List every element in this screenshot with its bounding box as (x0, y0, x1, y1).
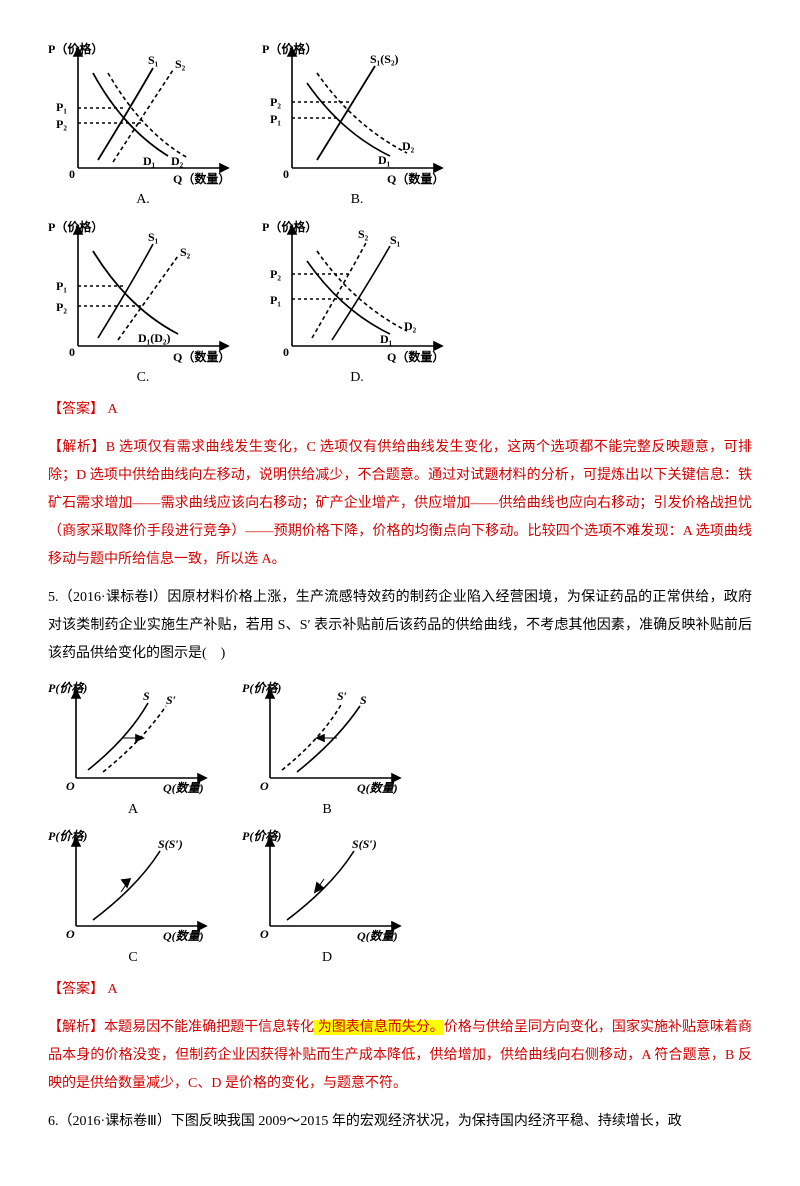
panel-a: P（价格） Q（数量） 0 P₁ P₂ S₁ S₂ D₁ D₂ A. (48, 38, 238, 208)
answer5-line: 【答案】 A (48, 976, 752, 1004)
p1d: P₁ (270, 293, 281, 307)
chart-b: P（价格） Q（数量） 0 P₂ P₁ S₁(S₂) D₁ D₂ (262, 38, 452, 188)
q5-label-c: C (128, 950, 137, 966)
chart-a: P（价格） Q（数量） 0 P₁ P₂ S₁ S₂ D₁ D₂ (48, 38, 238, 188)
s1d: S₁ (390, 233, 401, 247)
d1: D₁ (143, 154, 156, 168)
q5-label-d: D (322, 950, 332, 966)
panel-label-c: C. (137, 370, 150, 386)
q5-label-b: B (322, 802, 331, 818)
p2b: P₂ (270, 95, 281, 109)
q5b-ylab: P(价格) (242, 681, 281, 695)
panel-label-d: D. (350, 370, 364, 386)
answer4-value: A (108, 402, 118, 417)
figure-set-1: P（价格） Q（数量） 0 P₁ P₂ S₁ S₂ D₁ D₂ A. (48, 38, 752, 386)
q5b-origin: O (260, 779, 269, 793)
y-axis-label: P（价格） (48, 41, 103, 56)
explain5: 【解析】本题易因不能准确把题干信息转化 为图表信息而失分。价格与供给呈同方向变化… (48, 1014, 752, 1098)
q5d-xlab: Q(数量) (357, 929, 398, 943)
q5c-origin: O (66, 927, 75, 941)
q5c-ylab: P(价格) (48, 829, 87, 843)
answer5-label: 【答案】 (48, 982, 104, 997)
x-axis-label: Q（数量） (173, 349, 230, 364)
panel-b: P（价格） Q（数量） 0 P₂ P₁ S₁(S₂) D₁ D₂ B. (262, 38, 452, 208)
figure-row-3: P(价格) Q(数量) O S S′ A (48, 678, 752, 818)
q5d-origin: O (260, 927, 269, 941)
q5a-s: S (143, 689, 150, 703)
p1c: P₁ (56, 279, 67, 293)
chart-d: P（价格） Q（数量） 0 P₂ P₁ S₁ S₂ D₁ D₂ (262, 216, 452, 366)
q5-chart-c: P(价格) Q(数量) O S(S′) (48, 826, 218, 946)
panel-label-b: B. (351, 192, 364, 208)
figure-set-2: P(价格) Q(数量) O S S′ A (48, 678, 752, 966)
panel-label-a: A. (136, 192, 150, 208)
d2: D₂ (171, 154, 184, 168)
p1: P₁ (56, 100, 67, 114)
d1d2: D₁(D₂) (138, 331, 171, 345)
d1b: D₁ (378, 153, 391, 167)
s2c: S₂ (180, 245, 191, 259)
q5a-origin: O (66, 779, 75, 793)
q5c-ssp: S(S′) (158, 837, 183, 851)
answer4-line: 【答案】 A (48, 396, 752, 424)
x-axis-label: Q（数量） (387, 349, 444, 364)
q5-stem: 5.（2016·课标卷Ⅰ）因原材料价格上涨，生产流感特效药的制药企业陷入经营困境… (48, 584, 752, 668)
q5-chart-b: P(价格) Q(数量) O S′ S (242, 678, 412, 798)
s1: S₁ (148, 53, 159, 67)
q5a-xlab: Q(数量) (163, 781, 204, 795)
panel-c: P（价格） Q（数量） 0 P₁ P₂ S₁ S₂ D₁(D₂) C. (48, 216, 238, 386)
q5-label-a: A (128, 802, 138, 818)
x-axis-label: Q（数量） (387, 171, 444, 186)
explain5-text-a: 本题易因不能准确把题干信息转化 (104, 1020, 314, 1035)
explain4: 【解析】B 选项仅有需求曲线发生变化，C 选项仅有供给曲线发生变化，这两个选项都… (48, 434, 752, 574)
p2: P₂ (56, 117, 67, 131)
q5-chart-a: P(价格) Q(数量) O S S′ (48, 678, 218, 798)
origin: 0 (69, 345, 75, 359)
figure-row-2: P（价格） Q（数量） 0 P₁ P₂ S₁ S₂ D₁(D₂) C. (48, 216, 752, 386)
q5a-sp: S′ (166, 693, 176, 707)
origin: 0 (283, 167, 289, 181)
figure-row-1: P（价格） Q（数量） 0 P₁ P₂ S₁ S₂ D₁ D₂ A. (48, 38, 752, 208)
s2d: S₂ (358, 227, 369, 241)
x-axis-label: Q（数量） (173, 171, 230, 186)
p1b: P₁ (270, 112, 281, 126)
y-axis-label: P（价格） (262, 219, 317, 234)
y-axis-label: P（价格） (262, 41, 317, 56)
explain4-label: 【解析】 (48, 440, 106, 455)
explain5-label: 【解析】 (48, 1020, 104, 1035)
chart-c: P（价格） Q（数量） 0 P₁ P₂ S₁ S₂ D₁(D₂) (48, 216, 238, 366)
s2: S₂ (175, 57, 186, 71)
q5-panel-c: P(价格) Q(数量) O S(S′) C (48, 826, 218, 966)
p2d: P₂ (270, 267, 281, 281)
q5-panel-d: P(价格) Q(数量) O S(S′) D (242, 826, 412, 966)
page: P（价格） Q（数量） 0 P₁ P₂ S₁ S₂ D₁ D₂ A. (0, 0, 800, 1186)
q5a-ylab: P(价格) (48, 681, 87, 695)
q5d-ssp: S(S′) (352, 837, 377, 851)
q5-panel-b: P(价格) Q(数量) O S′ S B (242, 678, 412, 818)
d2d: D₂ (404, 319, 417, 333)
figure-row-4: P(价格) Q(数量) O S(S′) C (48, 826, 752, 966)
s1s2: S₁(S₂) (370, 52, 399, 66)
q5b-sp: S′ (337, 689, 347, 703)
panel-d: P（价格） Q（数量） 0 P₂ P₁ S₁ S₂ D₁ D₂ D. (262, 216, 452, 386)
q5d-ylab: P(价格) (242, 829, 281, 843)
answer5-value: A (108, 982, 118, 997)
p2c: P₂ (56, 300, 67, 314)
q5-panel-a: P(价格) Q(数量) O S S′ A (48, 678, 218, 818)
q5b-xlab: Q(数量) (357, 781, 398, 795)
q5-chart-d: P(价格) Q(数量) O S(S′) (242, 826, 412, 946)
explain5-highlight: 为图表信息而失分。 (314, 1020, 444, 1035)
origin: 0 (283, 345, 289, 359)
d1d: D₁ (380, 332, 393, 346)
q5c-xlab: Q(数量) (163, 929, 204, 943)
explain4-text: B 选项仅有需求曲线发生变化，C 选项仅有供给曲线发生变化，这两个选项都不能完整… (48, 440, 752, 567)
answer4-label: 【答案】 (48, 402, 104, 417)
q5b-s: S (360, 693, 367, 707)
s1c: S₁ (148, 230, 159, 244)
d2b: D₂ (402, 139, 415, 153)
origin: 0 (69, 167, 75, 181)
y-axis-label: P（价格） (48, 219, 103, 234)
